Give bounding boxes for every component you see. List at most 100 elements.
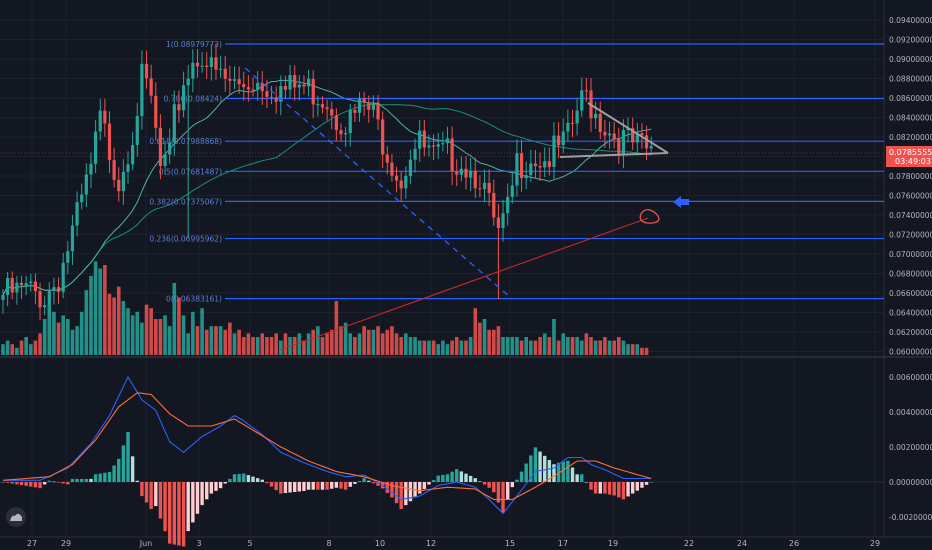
macd-histogram-bar — [209, 482, 214, 494]
volume-bar — [408, 337, 413, 355]
macd-histogram-bar — [630, 482, 635, 494]
volume-bar — [10, 344, 15, 355]
candle-body — [640, 133, 644, 136]
volume-bar — [38, 333, 42, 355]
fibonacci-retracement[interactable]: 1(0.08979773) 0.786(0.08424) 0.618(0.07988… — [149, 40, 884, 304]
volume-bar — [371, 329, 376, 355]
time-tick-label: 29 — [870, 539, 880, 548]
volume-bar — [130, 315, 135, 355]
macd-histogram-bar — [66, 482, 70, 485]
macd-histogram-bar — [177, 482, 181, 546]
candle-body — [487, 182, 491, 193]
candle-body — [38, 291, 42, 308]
moving-averages — [2, 79, 652, 296]
candle-body — [75, 202, 79, 226]
macd-histogram-bar — [242, 473, 246, 482]
macd-histogram-bar — [5, 482, 10, 483]
macd-histogram-bar — [232, 474, 237, 482]
volume-bar — [56, 322, 61, 355]
macd-histogram-bar — [191, 482, 195, 523]
drawings[interactable] — [244, 67, 689, 351]
price-axis[interactable]: 0.09400000 0.09200000 0.09000000 0.08800000… — [889, 16, 932, 357]
macd-histogram-bar — [84, 478, 89, 482]
candle-body — [357, 98, 362, 113]
time-axis[interactable]: 27 29 Jun 3 5 8 10 12 15 17 19 22 24 26 29 — [27, 539, 880, 548]
macd-histogram-bar — [533, 447, 538, 482]
time-tick-label: 19 — [608, 539, 618, 548]
volume-bar — [496, 326, 501, 355]
macd-histogram-bar — [306, 482, 311, 490]
volume-bar — [292, 337, 297, 355]
macd-histogram-bar — [47, 480, 51, 482]
macd-histogram-bar — [200, 482, 204, 506]
circled-annotation[interactable] — [639, 208, 660, 224]
candle-body — [469, 170, 473, 178]
volume-bar — [251, 337, 255, 355]
price-tick-label: 0.08600000 — [889, 94, 932, 103]
candle-body — [237, 79, 241, 85]
candle-body — [306, 78, 311, 87]
macd-histogram-bar — [140, 482, 144, 497]
volume-bar — [241, 337, 246, 355]
volume-bar — [353, 337, 357, 355]
candle-body — [529, 163, 533, 176]
macd-histogram-bar — [93, 474, 98, 482]
candle-body — [43, 305, 47, 308]
candle-body — [543, 161, 547, 168]
volume-bar — [52, 311, 56, 355]
candle-body — [445, 138, 450, 144]
blue-arrow-icon[interactable] — [673, 196, 689, 208]
candle-body — [205, 65, 209, 68]
candle-body — [580, 90, 584, 111]
macd-histogram-bar — [473, 478, 477, 482]
macd-histogram-bar — [19, 482, 24, 486]
macd-histogram-bar — [367, 480, 371, 482]
candle-body — [325, 107, 329, 110]
candle-body — [649, 146, 653, 149]
macd-histogram-bar — [394, 482, 399, 504]
macd-histogram-bar — [1, 482, 5, 483]
volume-bar — [343, 322, 348, 355]
volume-bar — [144, 304, 149, 355]
macd-axis[interactable]: 0.00600000 0.00400000 0.00200000 0.00000000… — [889, 373, 932, 522]
chart-logo[interactable] — [6, 507, 26, 527]
candle-body — [98, 110, 102, 132]
red-rising-trendline[interactable] — [279, 217, 649, 351]
volume-bar — [24, 337, 28, 355]
volume-bar — [135, 311, 140, 355]
price-tick-label: 0.08400000 — [889, 114, 932, 123]
candle-body — [431, 145, 436, 147]
macd-histogram-bar — [246, 475, 251, 482]
candle-body — [251, 89, 255, 91]
macd-histogram-bar — [580, 474, 584, 482]
volume-bar — [200, 308, 204, 355]
moving-average-slow — [2, 103, 652, 296]
macd-histogram-bar — [450, 471, 454, 482]
candle-body — [482, 182, 487, 190]
volume-bar — [269, 337, 274, 355]
macd-histogram-bar — [311, 482, 315, 490]
volume-bar — [84, 290, 89, 355]
volume-bar — [598, 340, 603, 355]
volume-bar — [172, 283, 177, 355]
triangle-lower-line[interactable] — [559, 152, 669, 158]
time-tick-label: 12 — [426, 539, 436, 548]
volume-bar — [626, 344, 630, 355]
blue-dashed-trendline[interactable] — [244, 67, 511, 298]
macd-histogram-bar — [390, 482, 394, 498]
volume-bar — [260, 333, 265, 355]
volume-bar — [501, 337, 505, 355]
price-tick-label: 0.07800000 — [889, 172, 932, 181]
time-tick-label: 27 — [27, 539, 37, 548]
volume-bar — [42, 319, 47, 355]
candle-body — [121, 171, 125, 192]
volume-bar — [186, 333, 190, 355]
candle-body — [33, 281, 38, 292]
volume-bar — [616, 337, 621, 355]
candle-body — [330, 109, 334, 116]
candle-body — [390, 162, 394, 176]
candle-body — [399, 180, 403, 189]
triangle-upper-line[interactable] — [587, 102, 669, 154]
